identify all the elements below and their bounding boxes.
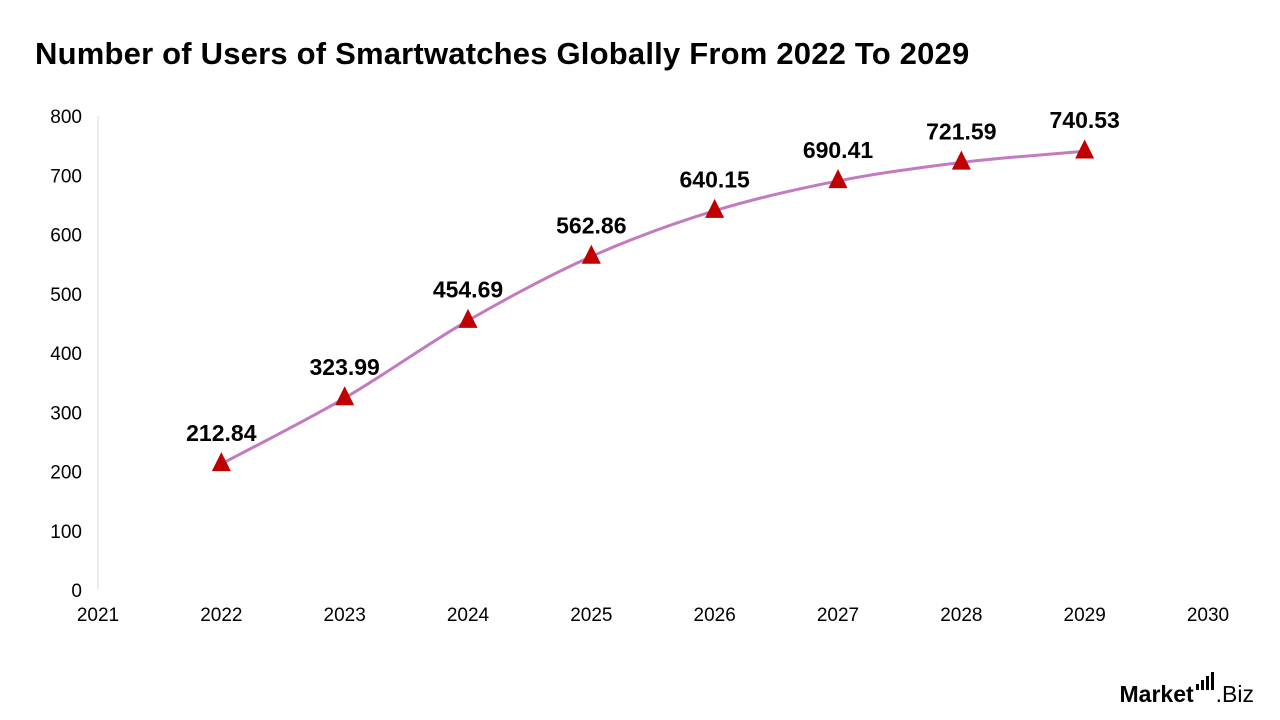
brand-biz-text: .Biz	[1215, 681, 1254, 707]
data-labels: 212.84 323.99 454.69 562.86 640.15 690.41 721.…	[186, 107, 1120, 446]
x-tick-label: 2026	[694, 605, 736, 626]
data-point-marker	[581, 244, 601, 264]
data-label: 690.41	[803, 137, 874, 163]
data-series	[211, 139, 1095, 472]
y-tick-label: 300	[50, 403, 82, 424]
data-point-marker	[211, 452, 231, 472]
chart-title: Number of Users of Smartwatches Globally…	[35, 36, 970, 71]
x-tick-label: 2027	[817, 605, 859, 626]
x-tick-label: 2021	[77, 605, 119, 626]
x-tick-label: 2024	[447, 605, 490, 626]
y-axis: 0 100 200 300 400 500 600 700 800	[50, 107, 99, 602]
data-point-marker	[335, 386, 355, 406]
x-axis: 2021 2022 2023 2024 2025 2026 2027 2028 2029 2030	[77, 605, 1229, 626]
data-label: 721.59	[926, 118, 996, 144]
data-label: 323.99	[309, 354, 379, 380]
y-tick-label: 0	[71, 581, 82, 602]
x-tick-label: 2029	[1064, 605, 1106, 626]
x-tick-label: 2023	[324, 605, 366, 626]
y-tick-label: 100	[50, 522, 82, 543]
x-tick-label: 2022	[200, 605, 242, 626]
y-tick-label: 500	[50, 285, 82, 306]
bar-chart-icon	[1195, 672, 1214, 690]
series-line	[220, 149, 1085, 466]
x-tick-label: 2028	[940, 605, 982, 626]
brand-market-text: Market	[1119, 681, 1194, 707]
y-tick-label: 600	[50, 226, 82, 247]
data-label: 640.15	[679, 167, 750, 193]
brand-logo: Market .Biz	[1119, 672, 1254, 708]
data-label: 454.69	[433, 277, 503, 303]
y-tick-label: 400	[50, 344, 82, 365]
x-tick-label: 2025	[570, 605, 612, 626]
x-tick-label: 2030	[1187, 605, 1229, 626]
data-label: 212.84	[186, 420, 257, 446]
data-point-marker	[458, 308, 478, 328]
data-label: 562.86	[556, 213, 626, 239]
y-tick-label: 800	[50, 107, 82, 128]
data-label: 740.53	[1049, 107, 1119, 133]
data-point-marker	[828, 169, 848, 189]
data-point-marker	[705, 198, 725, 218]
y-tick-label: 200	[50, 463, 82, 484]
y-tick-label: 700	[50, 166, 82, 187]
data-point-marker	[951, 150, 971, 170]
data-point-marker	[1075, 139, 1095, 159]
